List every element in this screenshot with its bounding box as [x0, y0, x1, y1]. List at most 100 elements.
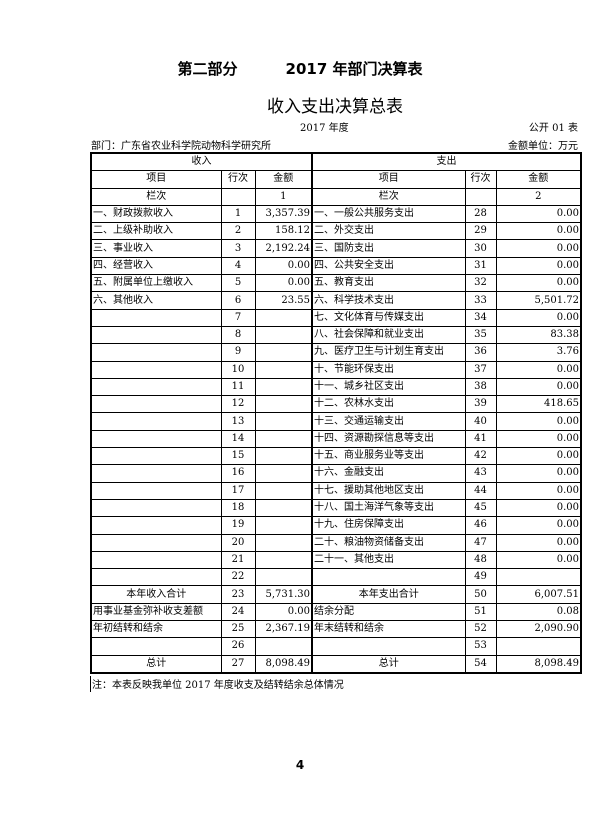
expense-item: 十六、金融支出	[311, 464, 466, 483]
income-item	[90, 395, 222, 414]
income-amount: 0.00	[254, 274, 313, 293]
income-amount	[254, 498, 313, 518]
income-item: 一、财政拨款收入	[90, 204, 222, 224]
expense-line: 53	[464, 637, 497, 656]
income-item	[90, 464, 222, 483]
income-line: 16	[220, 464, 256, 483]
table-row: 五、附属单位上缴收入 5 0.00 五、教育支出 32 0.00	[90, 274, 582, 293]
expense-amount	[495, 637, 582, 656]
expense-line: 33	[464, 291, 497, 310]
table-row: 26 53	[90, 637, 582, 656]
expense-amount: 0.00	[495, 256, 582, 276]
income-line: 14	[220, 429, 256, 449]
expense-line: 43	[464, 464, 497, 483]
expense-amount: 3.76	[495, 343, 582, 362]
col-line: 行次	[220, 170, 256, 189]
expense-header: 支出	[311, 152, 582, 172]
expense-item: 十七、援助其他地区支出	[311, 481, 466, 500]
income-item	[90, 568, 222, 587]
expense-line: 49	[464, 568, 497, 587]
expense-item: 总计	[311, 654, 466, 674]
income-line: 1	[220, 204, 256, 224]
expense-amount	[495, 568, 582, 587]
income-amount	[254, 412, 313, 431]
income-amount: 3,357.39	[254, 204, 313, 224]
income-amount	[254, 360, 313, 379]
expense-amount: 0.00	[495, 222, 582, 241]
income-item: 三、事业收入	[90, 239, 222, 258]
income-item: 四、经营收入	[90, 256, 222, 276]
expense-item: 结余分配	[311, 602, 466, 622]
income-item	[90, 481, 222, 500]
income-item	[90, 412, 222, 431]
expense-amount: 0.00	[495, 308, 582, 327]
table-row: 用事业基金弥补收支差额 24 0.00 结余分配 51 0.08	[90, 602, 582, 622]
income-amount	[254, 429, 313, 449]
income-line: 11	[220, 377, 256, 397]
col-index: 1	[254, 187, 313, 206]
expense-item: 六、科学技术支出	[311, 291, 466, 310]
income-amount	[254, 533, 313, 552]
expense-item: 五、教育支出	[311, 274, 466, 293]
heading-title: 2017 年部门决算表	[285, 60, 423, 78]
expense-amount: 0.00	[495, 274, 582, 293]
table-row: 11 十一、城乡社区支出 38 0.00	[90, 377, 582, 397]
table-title: 收入支出决算总表	[267, 97, 403, 117]
table-row: 13 十三、交通运输支出 40 0.00	[90, 412, 582, 431]
income-line: 15	[220, 447, 256, 466]
table-row: 15 十五、商业服务业等支出 42 0.00	[90, 447, 582, 466]
table-row: 10 十、节能环保支出 37 0.00	[90, 360, 582, 379]
income-line: 27	[220, 654, 256, 674]
income-item: 五、附属单位上缴收入	[90, 274, 222, 293]
expense-amount: 2,090.90	[495, 620, 582, 639]
expense-item: 十九、住房保障支出	[311, 516, 466, 535]
income-item	[90, 447, 222, 466]
income-line: 24	[220, 602, 256, 622]
income-amount	[254, 568, 313, 587]
amount-unit: 金额单位：万元	[508, 141, 578, 152]
col-amount: 金额	[254, 170, 313, 189]
income-line: 13	[220, 412, 256, 431]
income-line: 4	[220, 256, 256, 276]
table-row: 四、经营收入 4 0.00 四、公共安全支出 31 0.00	[90, 256, 582, 276]
income-line: 26	[220, 637, 256, 656]
empty-cell	[464, 187, 497, 206]
income-line: 8	[220, 325, 256, 345]
document-heading: 第二部分 2017 年部门决算表	[0, 58, 600, 79]
income-amount	[254, 550, 313, 570]
income-line: 22	[220, 568, 256, 587]
expense-item: 七、文化体育与传媒支出	[311, 308, 466, 327]
expense-item: 九、医疗卫生与计划生育支出	[311, 343, 466, 362]
income-item	[90, 533, 222, 552]
income-item: 总计	[90, 654, 222, 674]
income-amount	[254, 516, 313, 535]
income-item	[90, 377, 222, 397]
table-row: 9 九、医疗卫生与计划生育支出 36 3.76	[90, 343, 582, 362]
col-label: 栏次	[311, 187, 466, 206]
table-row: 三、事业收入 3 2,192.24 三、国防支出 30 0.00	[90, 239, 582, 258]
section-header-row: 收入 支出	[90, 152, 582, 172]
expense-line: 39	[464, 395, 497, 414]
expense-amount: 0.00	[495, 550, 582, 570]
expense-line: 29	[464, 222, 497, 241]
expense-amount: 8,098.49	[495, 654, 582, 674]
expense-line: 50	[464, 585, 497, 604]
income-line: 18	[220, 498, 256, 518]
expense-line: 51	[464, 602, 497, 622]
income-amount: 2,192.24	[254, 239, 313, 258]
expense-item: 一、一般公共服务支出	[311, 204, 466, 224]
income-amount: 158.12	[254, 222, 313, 241]
expense-amount: 0.00	[495, 533, 582, 552]
income-line: 2	[220, 222, 256, 241]
income-expense-table: 收入 支出 项目 行次 金额 项目 行次 金额 栏次 1 栏次 2 一、财政拨款…	[90, 152, 582, 674]
expense-amount: 0.00	[495, 481, 582, 500]
expense-item: 二、外交支出	[311, 222, 466, 241]
expense-amount: 0.00	[495, 447, 582, 466]
income-line: 25	[220, 620, 256, 639]
table-note: 注：本表反映我单位 2017 年度收支及结转结余总体情况	[90, 676, 344, 692]
expense-item: 三、国防支出	[311, 239, 466, 258]
expense-amount: 0.00	[495, 412, 582, 431]
income-amount	[254, 481, 313, 500]
table-row: 12 十二、农林水支出 39 418.65	[90, 395, 582, 414]
expense-line: 47	[464, 533, 497, 552]
